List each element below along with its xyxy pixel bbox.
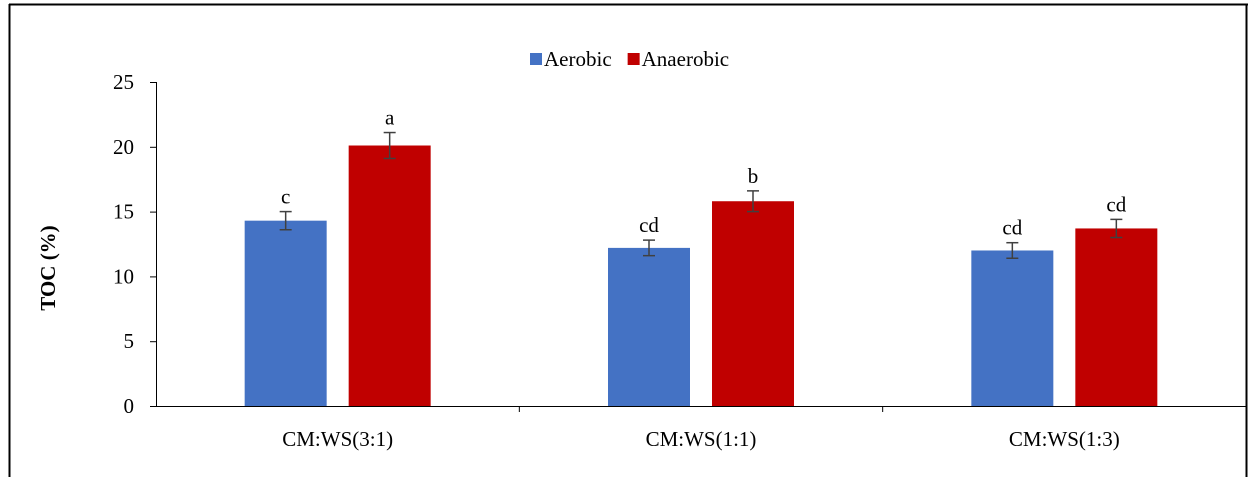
- x-tick-label: CM:WS(1:3): [1009, 427, 1120, 451]
- y-tick-label: 25: [113, 70, 134, 94]
- legend-label: Anaerobic: [642, 47, 729, 71]
- data-label: b: [748, 164, 759, 188]
- bar: [971, 250, 1054, 406]
- legend-swatch: [627, 53, 640, 65]
- data-label: a: [385, 106, 395, 130]
- y-tick-label: 0: [124, 394, 135, 418]
- legend-swatch: [530, 53, 542, 65]
- bar: [1075, 228, 1158, 406]
- bar: [244, 220, 327, 406]
- data-label: cd: [639, 213, 659, 237]
- legend-label: Aerobic: [544, 47, 612, 71]
- y-axis-label: TOC (%): [36, 225, 60, 310]
- y-tick-label: 20: [113, 135, 134, 159]
- y-tick-label: 15: [113, 200, 134, 224]
- y-tick-label: 10: [113, 264, 134, 288]
- bars: c a cd b cd cd: [244, 106, 1158, 406]
- axes: 0 5 10 15 20 25 CM:WS(3:1) CM:WS(1:1) CM:WS(1:3): [113, 70, 1247, 451]
- bar: [608, 247, 690, 406]
- y-tick-label: 5: [124, 329, 135, 353]
- data-label: cd: [1106, 192, 1126, 216]
- x-tick-label: CM:WS(3:1): [282, 427, 393, 451]
- x-tick-label: CM:WS(1:1): [646, 427, 757, 451]
- data-label: c: [281, 185, 290, 209]
- bar: [348, 145, 431, 406]
- legend: Aerobic Anaerobic: [530, 47, 729, 71]
- data-label: cd: [1002, 216, 1022, 240]
- bar: [712, 201, 794, 406]
